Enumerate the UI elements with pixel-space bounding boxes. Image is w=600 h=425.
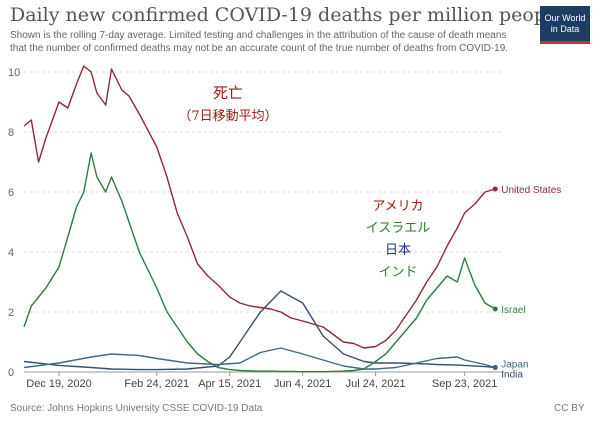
series-line-israel[interactable] xyxy=(23,152,496,373)
owid-logo[interactable]: Our World in Data xyxy=(540,6,590,44)
series-line-united-states[interactable] xyxy=(23,65,496,349)
y-tick-label: 0 xyxy=(8,367,14,379)
series-label-united-states[interactable]: United States xyxy=(501,185,561,196)
series-line-japan[interactable] xyxy=(23,347,496,370)
series-end-point-israel xyxy=(492,306,498,312)
source-note: Source: Johns Hopkins University CSSE CO… xyxy=(10,403,263,414)
chart-title: Daily new confirmed COVID-19 deaths per … xyxy=(10,4,564,26)
y-tick-label: 4 xyxy=(8,247,14,259)
series-label-japan[interactable]: Japan xyxy=(501,360,528,371)
series-line-india[interactable] xyxy=(23,290,496,371)
series-label-israel[interactable]: Israel xyxy=(501,305,525,316)
x-tick-label: Apr 15, 2021 xyxy=(198,378,261,390)
x-tick-label: Jun 4, 2021 xyxy=(274,378,332,390)
series-label-india[interactable]: India xyxy=(501,370,523,381)
series-end-point-united-states xyxy=(492,186,498,192)
y-tick-label: 10 xyxy=(8,67,20,79)
grid-layer: 0 2 4 6 8 10 Dec 19, 2020 Feb 24, 2021 Apr 15, 2… xyxy=(8,67,504,390)
annotation-subtitle: （7日移動平均） xyxy=(178,109,277,124)
series-end-point-japan xyxy=(492,365,498,370)
logo-line2: in Data xyxy=(550,24,580,34)
y-tick-label: 8 xyxy=(8,127,14,139)
logo-line1: Our World xyxy=(544,13,586,23)
annotation-country-label: イスラエル xyxy=(366,221,431,236)
y-tick-label: 2 xyxy=(8,307,14,319)
x-tick-label: Feb 24, 2021 xyxy=(124,378,189,390)
annotation-country-label: アメリカ xyxy=(372,199,423,214)
annotation-title: 死亡 xyxy=(213,84,243,102)
license-link[interactable]: CC BY xyxy=(554,403,585,414)
x-tick-label: Sep 23, 2021 xyxy=(432,378,497,390)
y-tick-label: 6 xyxy=(8,187,14,199)
chart-subtitle: Shown is the rolling 7-day average. Limi… xyxy=(10,30,509,54)
annotation-country-label: 日本 xyxy=(385,243,411,258)
x-tick-label: Dec 19, 2020 xyxy=(26,378,91,390)
x-tick-label: Jul 24, 2021 xyxy=(346,378,406,390)
annotation-country-label: インド xyxy=(378,265,417,280)
